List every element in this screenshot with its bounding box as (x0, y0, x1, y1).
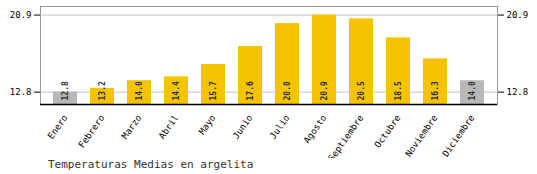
svg-text:20.9: 20.9 (10, 10, 32, 20)
svg-text:Diciembre: Diciembre (440, 113, 476, 158)
svg-text:18.5: 18.5 (394, 81, 403, 100)
svg-text:20.0: 20.0 (283, 81, 292, 100)
svg-text:Enero: Enero (46, 113, 70, 141)
svg-text:14.4: 14.4 (172, 81, 181, 100)
svg-text:Noviembre: Noviembre (403, 113, 439, 158)
svg-text:14.0: 14.0 (468, 81, 477, 100)
svg-text:14.0: 14.0 (135, 81, 144, 100)
svg-text:20.9: 20.9 (507, 10, 529, 20)
svg-text:17.6: 17.6 (246, 81, 255, 100)
svg-text:Marzo: Marzo (120, 113, 144, 141)
svg-text:20.9: 20.9 (320, 81, 329, 100)
svg-text:Octubre: Octubre (373, 113, 403, 150)
svg-text:13.2: 13.2 (98, 81, 107, 100)
svg-text:Agosto: Agosto (302, 113, 329, 145)
svg-text:16.3: 16.3 (431, 81, 440, 100)
svg-text:Abril: Abril (157, 113, 181, 141)
svg-text:Febrero: Febrero (77, 113, 107, 150)
html-text:Temperaturas Medias en argelit: Temperaturas Medias en argelita (48, 158, 254, 171)
svg-text:12.8: 12.8 (61, 81, 70, 100)
svg-text:Junio: Junio (231, 113, 255, 141)
svg-text:12.8: 12.8 (10, 87, 32, 97)
svg-text:Mayo: Mayo (197, 113, 218, 137)
svg-text:20.5: 20.5 (357, 81, 366, 100)
svg-text:Julio: Julio (268, 113, 292, 141)
svg-text:12.8: 12.8 (507, 87, 529, 97)
svg-text:15.7: 15.7 (209, 81, 218, 100)
svg-text:Septiembre: Septiembre (326, 113, 365, 158)
